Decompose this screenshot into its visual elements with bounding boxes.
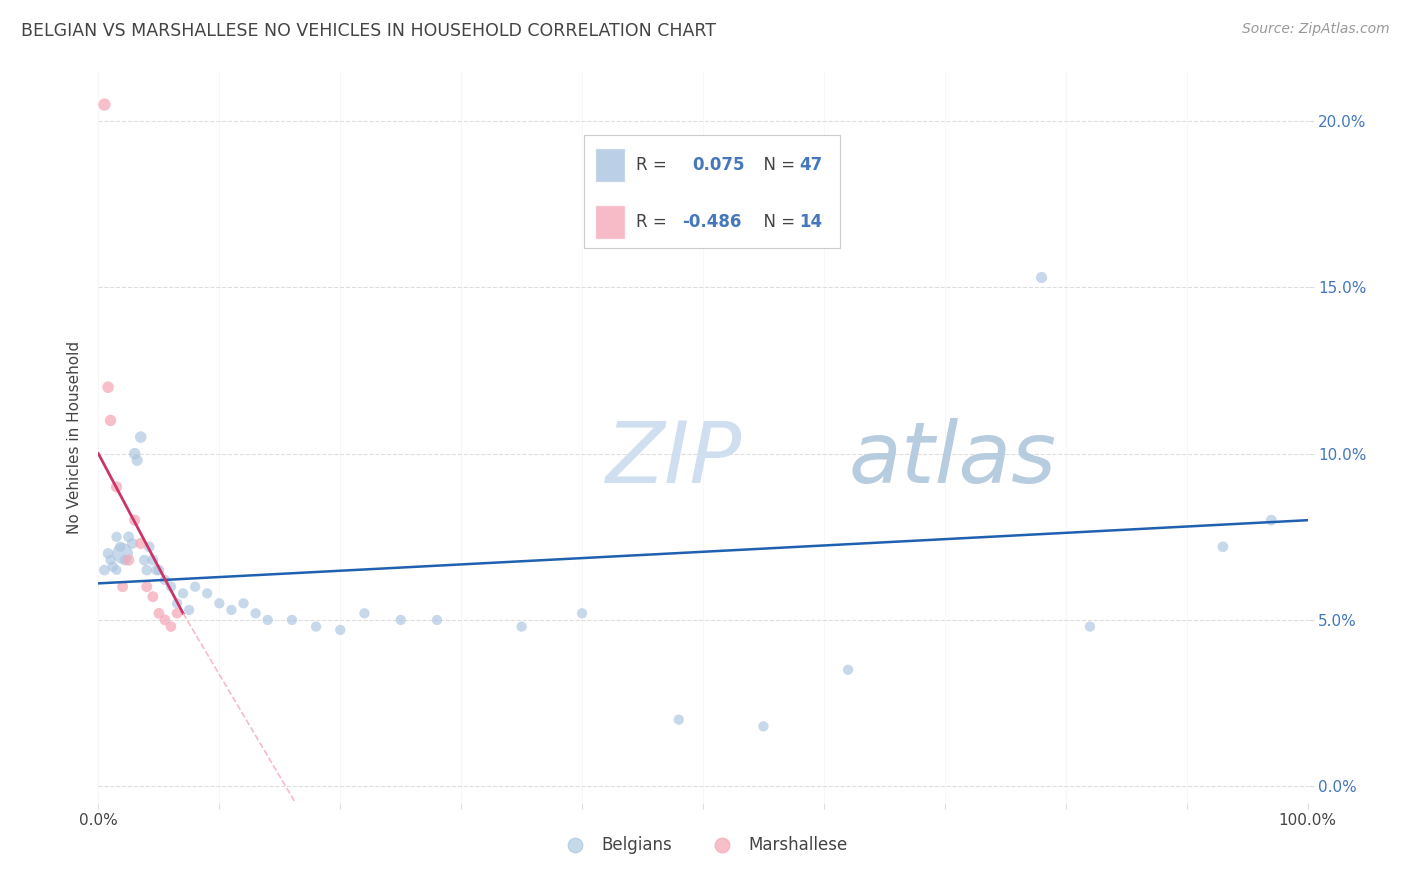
Legend: Belgians, Marshallese: Belgians, Marshallese xyxy=(551,829,855,860)
Point xyxy=(105,480,128,494)
Point xyxy=(571,607,593,621)
Point xyxy=(245,607,267,621)
Point xyxy=(118,553,141,567)
Text: 47: 47 xyxy=(800,156,823,174)
Point xyxy=(134,553,156,567)
Point xyxy=(121,536,143,550)
Point xyxy=(97,546,120,560)
Point xyxy=(208,596,231,610)
Point xyxy=(129,430,152,444)
Point xyxy=(145,563,167,577)
Point xyxy=(138,540,160,554)
Point xyxy=(353,607,375,621)
Text: R =: R = xyxy=(636,213,672,231)
Point xyxy=(105,530,128,544)
Point xyxy=(101,559,124,574)
Text: ZIP: ZIP xyxy=(606,417,742,500)
Point xyxy=(837,663,859,677)
Point xyxy=(127,453,149,467)
Text: BELGIAN VS MARSHALLESE NO VEHICLES IN HOUSEHOLD CORRELATION CHART: BELGIAN VS MARSHALLESE NO VEHICLES IN HO… xyxy=(21,22,716,40)
Point xyxy=(1212,540,1234,554)
Point xyxy=(166,596,188,610)
Point xyxy=(93,97,115,112)
Point xyxy=(1078,619,1101,633)
Point xyxy=(97,380,120,394)
Point xyxy=(105,563,128,577)
Point xyxy=(184,580,207,594)
Point xyxy=(129,536,152,550)
Text: Source: ZipAtlas.com: Source: ZipAtlas.com xyxy=(1241,22,1389,37)
Point xyxy=(256,613,278,627)
Point xyxy=(100,553,122,567)
Point xyxy=(195,586,218,600)
Bar xyxy=(595,148,626,182)
Point xyxy=(135,580,157,594)
Point xyxy=(1031,270,1053,285)
Point xyxy=(148,607,170,621)
Point xyxy=(111,546,134,560)
Point xyxy=(1260,513,1282,527)
Bar xyxy=(595,205,626,239)
Text: -0.486: -0.486 xyxy=(682,213,741,231)
Point xyxy=(160,580,183,594)
Point xyxy=(118,530,141,544)
Point xyxy=(148,563,170,577)
Text: R =: R = xyxy=(636,156,676,174)
Point xyxy=(281,613,304,627)
Point xyxy=(93,563,115,577)
Point xyxy=(305,619,328,633)
Point xyxy=(166,607,188,621)
Text: N =: N = xyxy=(754,213,801,231)
Point xyxy=(668,713,690,727)
Point xyxy=(329,623,352,637)
Point xyxy=(232,596,254,610)
Point xyxy=(142,590,165,604)
Point xyxy=(389,613,412,627)
Text: atlas: atlas xyxy=(848,417,1056,500)
Point xyxy=(510,619,533,633)
Point xyxy=(426,613,449,627)
Point xyxy=(100,413,122,427)
Point xyxy=(752,719,775,733)
Point xyxy=(172,586,194,600)
Text: N =: N = xyxy=(754,156,801,174)
Point xyxy=(135,563,157,577)
Point xyxy=(114,553,136,567)
Text: 14: 14 xyxy=(800,213,823,231)
Y-axis label: No Vehicles in Household: No Vehicles in Household xyxy=(67,341,83,533)
Point xyxy=(108,540,131,554)
Point xyxy=(179,603,201,617)
Text: 0.075: 0.075 xyxy=(692,156,744,174)
Point xyxy=(111,580,134,594)
Point xyxy=(142,553,165,567)
Point xyxy=(153,613,176,627)
Point xyxy=(153,573,176,587)
Point xyxy=(124,447,146,461)
Point xyxy=(221,603,243,617)
Point xyxy=(160,619,183,633)
Point xyxy=(124,513,146,527)
